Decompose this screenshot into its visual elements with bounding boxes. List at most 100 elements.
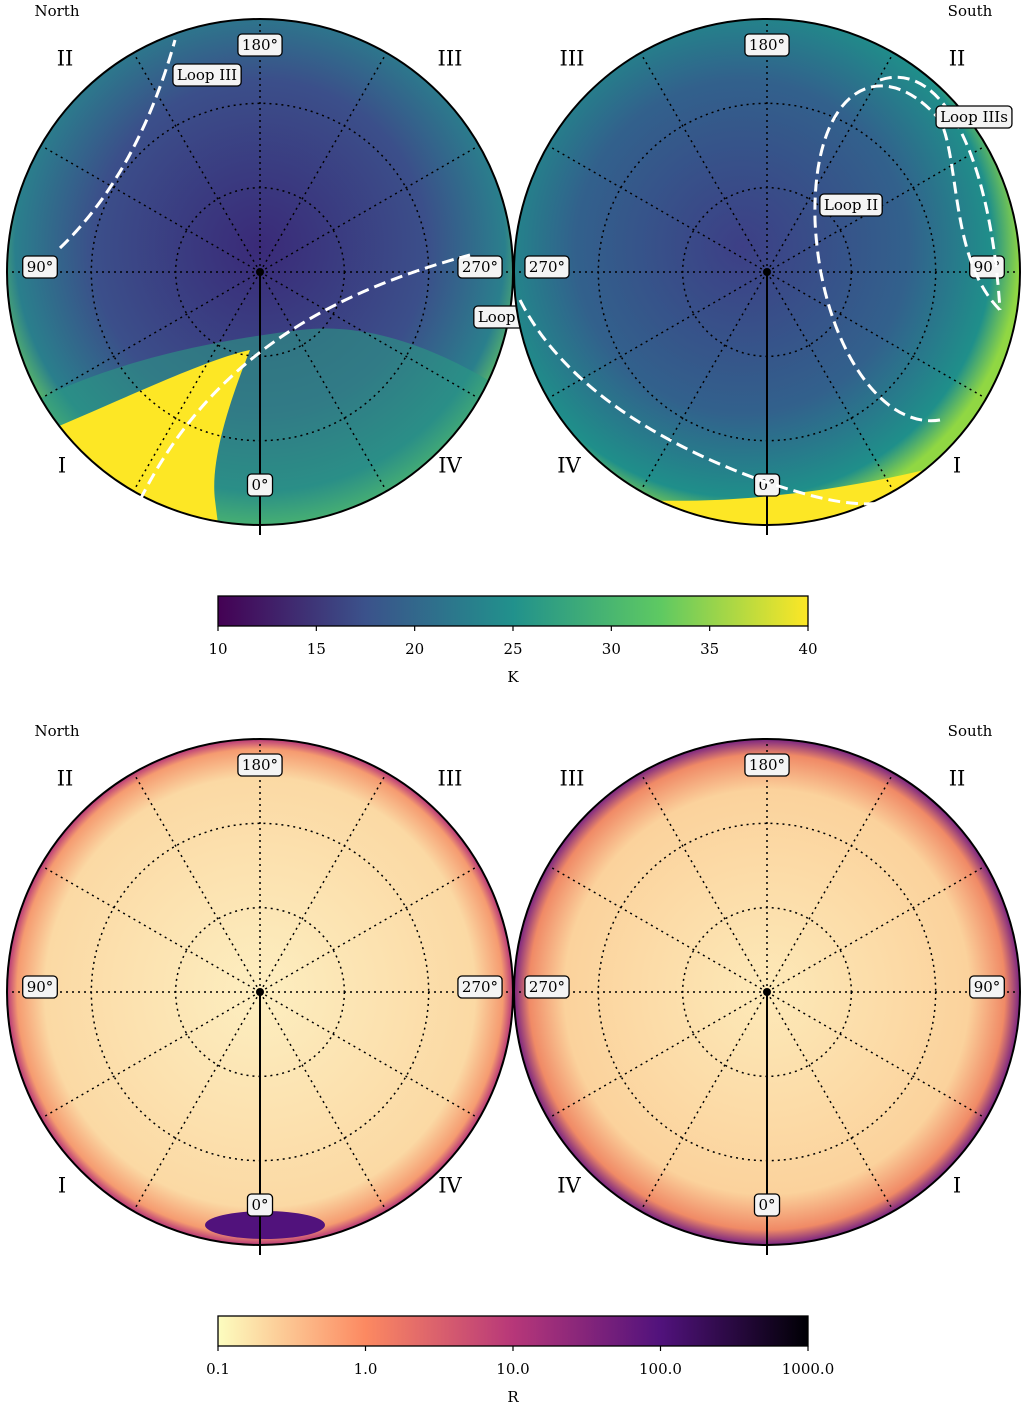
quadrant-label: III (438, 767, 463, 791)
label-text: Loop I (478, 308, 526, 326)
colorbar-tick-label: 15 (307, 640, 326, 658)
label-box (969, 975, 1005, 999)
pole (763, 988, 771, 996)
label-text: 180° (242, 756, 278, 774)
meridian (766, 772, 895, 993)
meridian (40, 991, 261, 1120)
colorbar-tick-label: 1000.0 (782, 1360, 835, 1378)
pole (763, 268, 771, 276)
longitude-label: 0° (753, 1193, 781, 1217)
meridian (259, 52, 388, 273)
label-text: 270° (529, 258, 565, 276)
longitude-label: 270° (524, 255, 570, 279)
colorbar-tick-label: 40 (798, 640, 817, 658)
quadrant-label: IV (557, 454, 581, 478)
pole (256, 268, 264, 276)
label-text: 180° (749, 36, 785, 54)
quadrant-label: III (438, 47, 463, 71)
meridian (639, 52, 768, 273)
label-box (172, 63, 242, 87)
quadrant-label: II (57, 767, 74, 791)
loop-curve (518, 299, 901, 506)
meridian (766, 271, 895, 492)
longitude-label: 270° (524, 975, 570, 999)
quadrant-label: II (949, 47, 966, 71)
label-text: 270° (529, 978, 565, 996)
label-box (457, 975, 503, 999)
loop-curve (58, 39, 177, 250)
longitude-label: 270° (457, 975, 503, 999)
map-border (513, 738, 1021, 1246)
label-box (22, 255, 58, 279)
quadrant-label: III (560, 47, 585, 71)
colorbar-label: K (507, 668, 519, 686)
meridian (547, 271, 768, 400)
quadrant-label: I (953, 454, 961, 478)
colorbar (217, 1315, 809, 1347)
quadrant-label: II (949, 767, 966, 791)
longitude-label: 0° (246, 473, 274, 497)
label-text: 90° (974, 978, 1001, 996)
hemisphere-label: North (34, 722, 79, 740)
meridian (639, 991, 768, 1212)
longitude-label: 180° (744, 33, 790, 57)
colorbar (217, 595, 809, 627)
colorbar-tick-label: 25 (503, 640, 522, 658)
longitude-label: Loop III (172, 63, 242, 87)
meridian (40, 271, 261, 400)
label-box (246, 1193, 274, 1217)
label-box (457, 255, 503, 279)
colorbar-label: R (507, 1388, 519, 1406)
label-box (246, 473, 274, 497)
label-text: 90° (27, 978, 54, 996)
quadrant-label: I (953, 1174, 961, 1198)
colorbar-tick-label: 30 (602, 640, 621, 658)
meridian (132, 772, 261, 993)
colorbar-tick-label: 1.0 (354, 1360, 378, 1378)
label-box (237, 33, 283, 57)
dark-region (205, 1211, 325, 1239)
meridian (766, 52, 895, 273)
colorbar-tick-label: 20 (405, 640, 424, 658)
longitude-label: 180° (237, 33, 283, 57)
meridian (40, 864, 261, 993)
quadrant-label: IV (438, 1174, 462, 1198)
label-text: 90° (974, 258, 1001, 276)
meridian (40, 144, 261, 273)
label-text: Loop IIIs (940, 108, 1008, 126)
label-text: Loop III (177, 66, 237, 84)
colorbar-tick-label: 0.1 (206, 1360, 230, 1378)
meridian (259, 991, 480, 1120)
label-box (819, 193, 883, 217)
meridian (547, 991, 768, 1120)
longitude-label: 0° (753, 473, 781, 497)
label-box (935, 105, 1013, 129)
label-text: 0° (251, 476, 268, 494)
meridian (547, 144, 768, 273)
meridian (547, 864, 768, 993)
meridian (259, 271, 388, 492)
meridian (259, 144, 480, 273)
label-text: 0° (251, 1196, 268, 1214)
colorbar-tick-label: 10 (208, 640, 227, 658)
quadrant-label: IV (557, 1174, 581, 1198)
label-text: 0° (758, 1196, 775, 1214)
longitude-label: 180° (744, 753, 790, 777)
longitude-label: Loop II (819, 193, 883, 217)
label-box (22, 975, 58, 999)
quadrant-label: II (57, 47, 74, 71)
quadrant-label: I (58, 1174, 66, 1198)
label-text: Loop II (824, 196, 878, 214)
label-box (524, 255, 570, 279)
label-box (744, 753, 790, 777)
meridian (639, 271, 768, 492)
longitude-label: 90° (22, 255, 58, 279)
meridian (259, 991, 388, 1212)
longitude-label: 90° (969, 975, 1005, 999)
pole (256, 988, 264, 996)
label-text: 90° (27, 258, 54, 276)
meridian (132, 991, 261, 1212)
longitude-label: 180° (237, 753, 283, 777)
longitude-label: 90° (22, 975, 58, 999)
label-text: 180° (749, 756, 785, 774)
